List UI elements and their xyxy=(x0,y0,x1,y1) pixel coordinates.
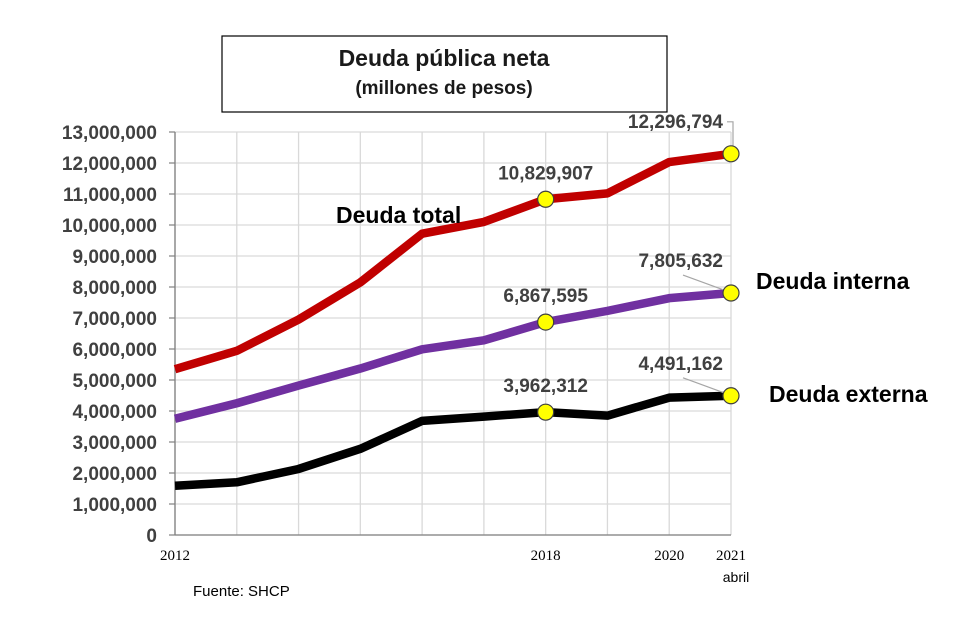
y-tick-label: 0 xyxy=(146,526,157,547)
data-label: 10,829,907 xyxy=(498,163,593,184)
data-labels: 10,829,907 12,296,794 6,867,595 7,805,632 3,… xyxy=(498,112,723,397)
y-tick-label: 2,000,000 xyxy=(72,464,157,485)
series-line-3 xyxy=(174,391,732,490)
data-marker xyxy=(537,190,555,208)
x-tick-label: 2012 xyxy=(160,548,190,564)
series-line-2 xyxy=(173,288,732,423)
series-lines xyxy=(173,149,732,490)
y-tick-label: 7,000,000 xyxy=(72,309,157,330)
y-tick-label: 10,000,000 xyxy=(62,216,157,237)
x-tick-label: 2018 xyxy=(531,548,561,564)
y-tick-label: 8,000,000 xyxy=(72,278,157,299)
title-box xyxy=(221,35,668,113)
annotation-leader xyxy=(727,121,734,146)
data-label: 3,962,312 xyxy=(503,376,588,397)
x-tick-label: 2020 xyxy=(654,548,684,564)
data-label: 6,867,595 xyxy=(503,286,588,307)
annotation-leaders xyxy=(682,121,734,394)
data-marker xyxy=(722,387,740,405)
chart-title: Deuda pública neta xyxy=(339,45,550,71)
data-label: 7,805,632 xyxy=(638,251,723,272)
y-tick-label: 13,000,000 xyxy=(62,123,157,144)
annotation-leader xyxy=(682,377,725,394)
x-tick-label: 2021 xyxy=(716,548,746,564)
chart-subtitle: (millones de pesos) xyxy=(355,78,532,99)
series-label-deuda-interna: Deuda interna xyxy=(756,268,910,294)
y-tick-label: 4,000,000 xyxy=(72,402,157,423)
data-marker xyxy=(537,313,555,331)
data-label: 4,491,162 xyxy=(638,354,723,375)
y-tick-label: 9,000,000 xyxy=(72,247,157,268)
source-note: Fuente: SHCP xyxy=(193,583,290,600)
y-tick-label: 1,000,000 xyxy=(72,495,157,516)
series-label-deuda-externa: Deuda externa xyxy=(769,381,928,407)
y-tick-label: 12,000,000 xyxy=(62,154,157,175)
y-tick-label: 3,000,000 xyxy=(72,433,157,454)
data-marker xyxy=(537,403,555,421)
data-marker xyxy=(722,284,740,302)
series-label-deuda-total: Deuda total xyxy=(336,202,461,228)
data-marker xyxy=(722,145,740,163)
y-tick-label: 5,000,000 xyxy=(72,371,157,392)
data-markers xyxy=(537,145,740,421)
y-tick-label: 6,000,000 xyxy=(72,340,157,361)
y-axis: 0 1,000,000 2,000,000 3,000,000 4,000,000 5,0… xyxy=(62,123,176,547)
annotation-leader xyxy=(682,274,725,291)
series-line-1 xyxy=(173,149,732,374)
x-tick-sublabel: abril xyxy=(723,569,749,585)
y-tick-label: 11,000,000 xyxy=(63,185,157,206)
x-axis: 2012 2018 2020 2021 abril xyxy=(160,534,749,585)
data-label: 12,296,794 xyxy=(628,112,724,133)
